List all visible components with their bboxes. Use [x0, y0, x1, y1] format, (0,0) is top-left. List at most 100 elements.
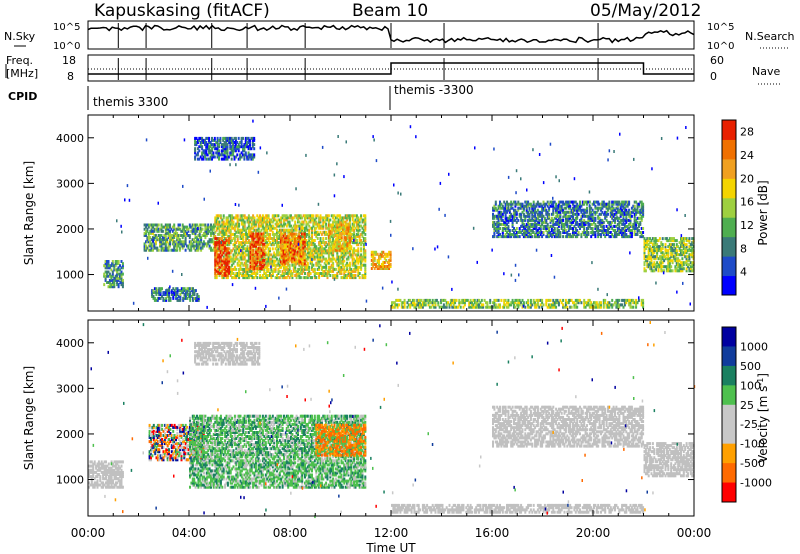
power-data-cell [236, 237, 239, 240]
power-data-cell [292, 269, 295, 273]
power-data-cell [166, 295, 169, 298]
power-data-cell [254, 224, 257, 228]
power-data-cell [226, 222, 229, 226]
power-data-cell [229, 257, 232, 261]
power-data-cell [287, 272, 290, 275]
power-data-cell [232, 259, 235, 263]
power-data-cell [222, 234, 225, 238]
power-data-cell [522, 301, 525, 305]
power-data-cell [308, 224, 311, 228]
power-data-cell [259, 239, 262, 242]
power-data-cell [301, 245, 304, 249]
power-data-cell [247, 255, 250, 259]
power-data-cell [277, 224, 280, 228]
power-data-cell [238, 249, 241, 253]
power-data-cell [329, 274, 332, 277]
power-data-cell [106, 266, 108, 270]
power-data-cell [274, 259, 277, 263]
power-data-cell [312, 218, 315, 222]
power-data-cell [147, 225, 150, 229]
power-data-cell [266, 218, 269, 222]
power-data-cell [103, 264, 106, 268]
power-data-cell [253, 228, 256, 232]
power-data-cell [305, 253, 308, 257]
power-data-cell [160, 229, 163, 233]
power-data-cell [316, 259, 319, 263]
power-data-cell [163, 246, 166, 250]
power-data-cell [179, 289, 182, 293]
power-data-cell [306, 255, 309, 259]
power-data-cell [239, 216, 242, 220]
power-data-cell [274, 247, 277, 251]
power-data-cell [145, 248, 147, 252]
power-data-cell [222, 228, 225, 232]
power-data-cell [278, 269, 281, 273]
power-data-cell [201, 227, 204, 231]
power-data-cell [271, 230, 274, 234]
power-data-cell [145, 229, 147, 233]
power-data-cell [114, 274, 117, 278]
power-data-cell [588, 200, 591, 204]
power-data-cell [239, 234, 242, 238]
power-data-cell [349, 229, 352, 233]
power-data-cell [313, 222, 316, 226]
power-data-cell [149, 231, 152, 235]
power-data-cell [527, 298, 530, 302]
power-data-cell [273, 261, 276, 265]
power-data-cell [175, 295, 178, 298]
power-data-cell [231, 239, 234, 242]
power-data-cell [243, 232, 246, 236]
power-data-cell [242, 226, 245, 230]
power-data-cell [189, 298, 192, 302]
power-data-cell [245, 230, 248, 234]
power-data-cell [155, 293, 158, 296]
power-data-cell [246, 259, 249, 263]
power-data-cell [163, 242, 166, 246]
power-data-cell [221, 267, 224, 271]
power-data-cell [212, 248, 215, 252]
power-data-cell [154, 223, 157, 227]
power-data-cell [269, 220, 271, 224]
power-data-cell [172, 291, 175, 295]
power-data-cell [178, 242, 181, 246]
power-data-cell [306, 272, 309, 275]
power-data-cell [201, 246, 204, 250]
power-data-cell [147, 231, 150, 235]
power-data-cell [325, 241, 328, 245]
power-data-cell [247, 226, 250, 230]
power-data-cell [218, 269, 221, 273]
power-data-cell [325, 263, 328, 267]
power-data-cell [305, 222, 308, 226]
power-data-cell [239, 218, 242, 222]
power-data-cell [277, 237, 280, 240]
power-data-cell [240, 241, 243, 245]
power-data-cell [164, 236, 167, 240]
power-data-cell [185, 291, 187, 295]
power-data-cell [301, 247, 304, 251]
power-data-cell [315, 234, 318, 238]
power-data-cell [145, 234, 147, 237]
freq-trace-line [88, 62, 694, 75]
power-data-cell [318, 226, 321, 230]
power-data-cell [348, 261, 351, 265]
power-data-cell [325, 274, 328, 277]
power-data-cell [171, 229, 174, 233]
power-data-cell [188, 242, 191, 246]
power-data-cell [217, 247, 220, 251]
power-data-cell [228, 228, 231, 232]
power-data-cell [284, 228, 287, 232]
power-data-cell [181, 236, 184, 240]
power-data-cell [184, 231, 187, 235]
power-data-cell [320, 245, 323, 249]
power-data-cell [171, 242, 174, 246]
power-data-cell [322, 230, 325, 234]
power-data-cell [256, 269, 259, 273]
power-data-cell [111, 264, 114, 268]
power-data-cell [302, 230, 305, 234]
power-data-cell [263, 252, 266, 256]
power-data-cell [242, 245, 245, 249]
power-data-cell [226, 226, 229, 230]
power-data-cell [235, 224, 238, 228]
power-data-cell [153, 242, 156, 246]
power-data-cell [315, 251, 318, 255]
